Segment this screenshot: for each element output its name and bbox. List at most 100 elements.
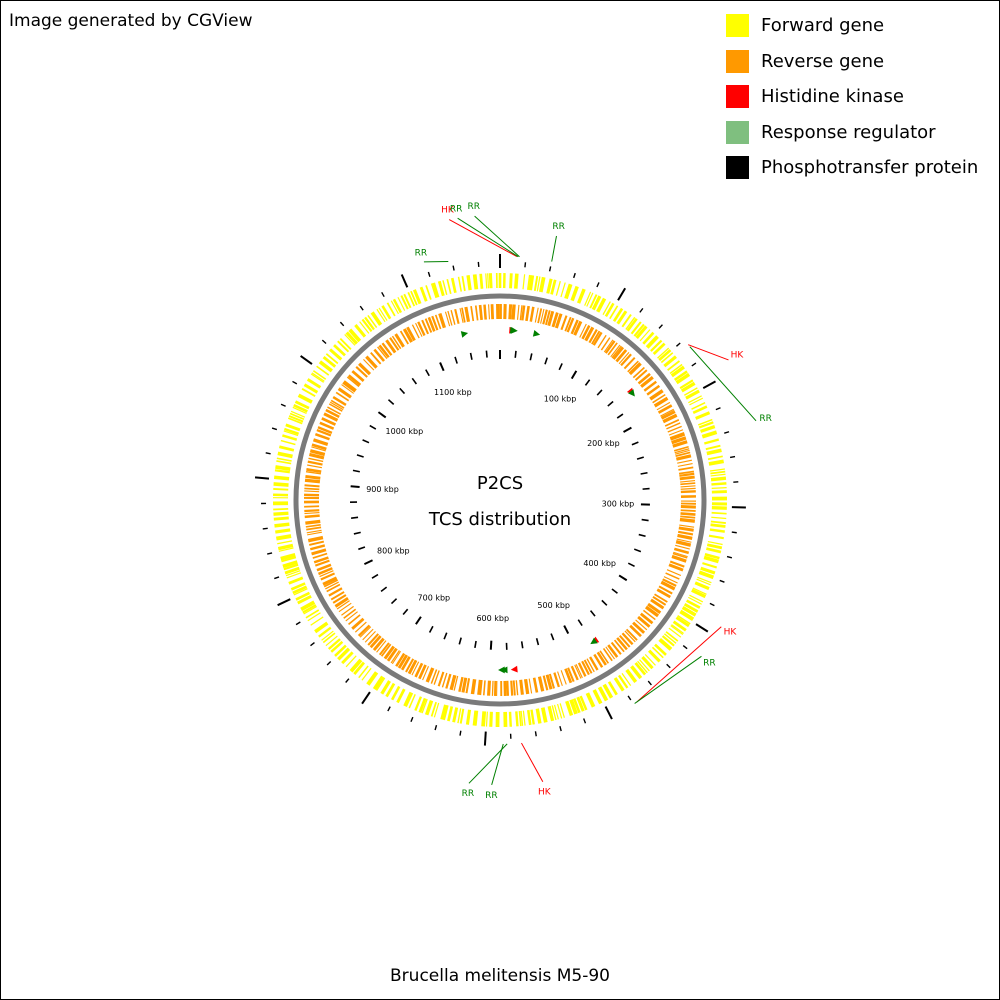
forward-gene (364, 316, 375, 331)
map-title-line1: P2CS (477, 473, 523, 494)
forward-gene (692, 405, 708, 414)
reverse-gene (642, 609, 656, 621)
reverse-gene (632, 366, 645, 379)
forward-gene (681, 606, 697, 617)
reverse-gene (313, 556, 329, 564)
forward-gene (522, 710, 526, 726)
reverse-gene (671, 436, 687, 445)
forward-gene (273, 482, 289, 487)
outer-tick (691, 362, 697, 367)
reverse-gene (406, 326, 416, 342)
legend-label: Forward gene (761, 15, 885, 37)
scale-tick (399, 387, 406, 395)
scale-tick (638, 533, 646, 538)
outer-tick (280, 403, 286, 407)
forward-gene (325, 353, 339, 365)
outer-tick (709, 602, 715, 607)
reverse-gene (675, 544, 690, 550)
reverse-gene (323, 579, 339, 588)
reverse-gene (323, 412, 339, 422)
forward-gene (275, 534, 292, 541)
reverse-gene (554, 313, 563, 329)
reverse-gene (596, 651, 607, 666)
forward-gene (312, 370, 327, 380)
forward-gene (372, 675, 385, 691)
forward-gene (530, 709, 535, 725)
reverse-gene (589, 656, 599, 671)
scale-label-700: 700 kbp (418, 594, 451, 603)
reverse-gene (459, 308, 464, 323)
outer-tick (452, 265, 455, 271)
reverse-gene (581, 324, 591, 340)
reverse-gene (359, 626, 372, 638)
scale-tick (520, 641, 524, 649)
reverse-gene (305, 470, 322, 475)
reverse-gene (592, 331, 603, 346)
legend: Forward gene Reverse gene Histidine kina… (726, 8, 978, 186)
scale-tick (380, 586, 388, 593)
reverse-gene (679, 472, 695, 477)
forward-gene (652, 342, 666, 356)
outer-tick (627, 695, 632, 701)
forward-gene (376, 308, 386, 323)
forward-gene (630, 665, 643, 680)
forward-gene (285, 570, 301, 577)
reverse-gene (405, 658, 415, 673)
forward-gene-track (272, 273, 728, 728)
forward-gene (661, 635, 675, 647)
reverse-gene (434, 314, 442, 330)
reverse-gene (680, 512, 696, 516)
scale-tick (411, 377, 418, 385)
scale-tick (558, 363, 563, 371)
forward-gene (403, 691, 414, 708)
outer-tick (617, 287, 627, 301)
legend-swatch-histidine-kinase (726, 85, 749, 109)
reverse-gene (332, 594, 347, 604)
forward-gene (283, 430, 299, 437)
rr-marker (460, 331, 469, 338)
reverse-gene (470, 678, 477, 695)
forward-gene (711, 511, 727, 515)
forward-gene (704, 552, 720, 560)
reverse-gene (309, 449, 326, 457)
rr-marker (628, 389, 635, 397)
reverse-gene (414, 662, 424, 678)
reverse-gene (444, 311, 451, 327)
reverse-gene (584, 326, 595, 342)
callout-label: RR (759, 414, 772, 424)
reverse-gene (304, 514, 320, 519)
reverse-gene (545, 674, 553, 690)
outer-tick (675, 342, 681, 347)
scale-tick (402, 608, 409, 616)
reverse-gene (312, 438, 329, 447)
reverse-gene (667, 425, 682, 433)
reverse-gene (336, 600, 350, 610)
reverse-gene (491, 680, 494, 696)
forward-gene (579, 695, 588, 711)
reverse-gene (673, 551, 688, 558)
forward-gene (273, 516, 289, 521)
reverse-gene (458, 676, 464, 692)
reverse-gene (316, 563, 332, 572)
legend-swatch-response-regulator (726, 120, 749, 144)
scale-tick (439, 362, 445, 372)
reverse-gene (341, 605, 354, 616)
legend-item-histidine-kinase: Histidine kinase (726, 79, 978, 115)
callout-line (688, 344, 729, 361)
reverse-gene (483, 304, 487, 320)
forward-gene (378, 307, 388, 321)
reverse-gene (365, 355, 378, 369)
forward-gene (680, 381, 696, 393)
reverse-gene (677, 530, 694, 536)
forward-gene (314, 621, 329, 634)
forward-gene (670, 625, 684, 635)
scale-tick (636, 456, 644, 460)
outer-tick (647, 680, 652, 686)
forward-gene (397, 296, 406, 311)
forward-gene (277, 451, 293, 459)
forward-gene (663, 633, 677, 644)
forward-gene (345, 331, 359, 345)
reverse-gene (669, 560, 685, 568)
reverse-gene (309, 540, 325, 546)
reverse-gene (616, 637, 628, 651)
